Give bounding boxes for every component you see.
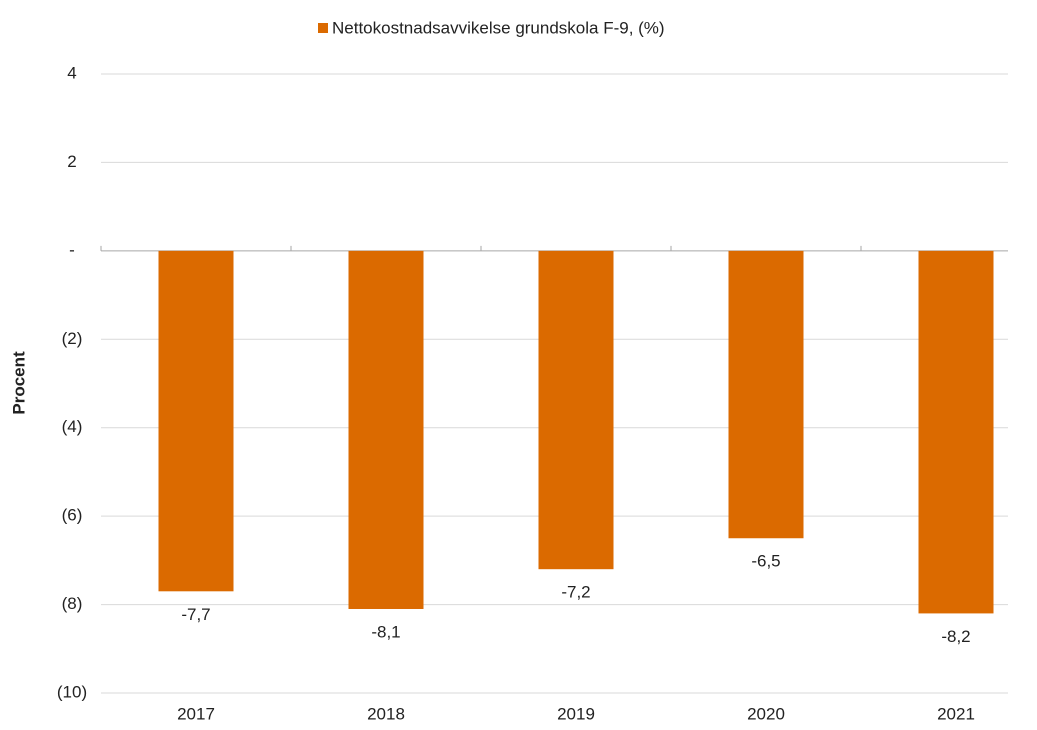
x-tick-label: 2018	[367, 704, 405, 723]
legend-label: Nettokostnadsavvikelse grundskola F-9, (…	[332, 18, 665, 37]
y-tick-label: 2	[67, 152, 76, 171]
y-tick-label: 4	[67, 63, 76, 82]
bar	[538, 250, 614, 570]
bar	[728, 250, 804, 539]
x-tick-label: 2020	[747, 704, 785, 723]
value-label: -8,2	[941, 627, 970, 646]
x-tick-label: 2017	[177, 704, 215, 723]
bar	[158, 250, 234, 592]
value-label: -6,5	[751, 552, 780, 571]
value-label: -7,2	[561, 583, 590, 602]
y-tick-label: (2)	[62, 329, 83, 348]
y-tick-label: (4)	[62, 417, 83, 436]
y-tick-label: -	[69, 240, 75, 259]
bar	[348, 250, 424, 609]
legend-swatch	[318, 23, 328, 33]
y-tick-label: (6)	[62, 506, 83, 525]
x-tick-label: 2019	[557, 704, 595, 723]
y-axis-title: Procent	[9, 351, 28, 415]
y-tick-label: (8)	[62, 594, 83, 613]
bar	[918, 250, 994, 614]
value-label: -7,7	[181, 605, 210, 624]
y-tick-label: (10)	[57, 682, 87, 701]
value-label: -8,1	[371, 622, 400, 641]
x-tick-label: 2021	[937, 704, 975, 723]
